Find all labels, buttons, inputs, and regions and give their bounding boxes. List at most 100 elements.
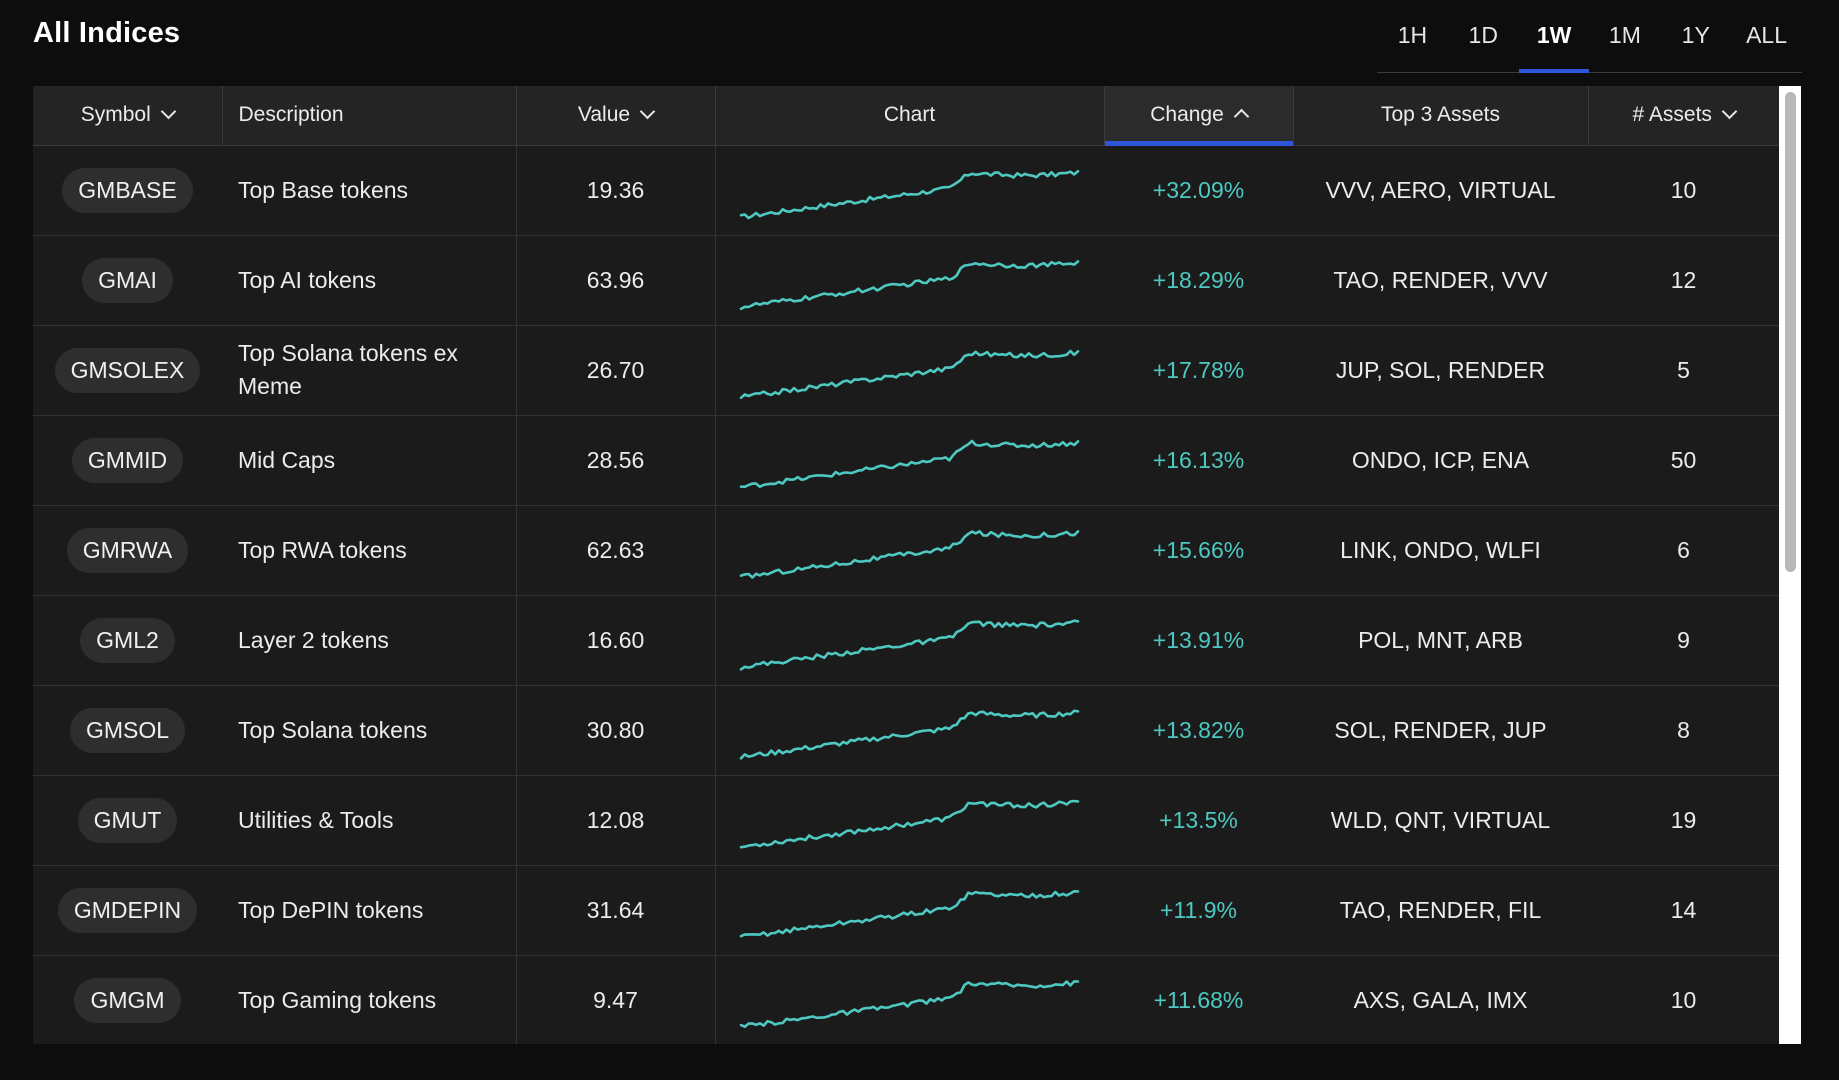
table-header: Symbol Description Value Chart Change To… [33, 86, 1779, 146]
symbol-badge[interactable]: GMBASE [62, 167, 193, 213]
table-scrollbar[interactable] [1779, 86, 1801, 1044]
scrollbar-thumb[interactable] [1785, 92, 1796, 572]
symbol-badge[interactable]: GMSOLEX [54, 347, 201, 393]
tab-1h[interactable]: 1H [1397, 21, 1428, 48]
sparkline-path [739, 349, 1080, 400]
assets-cell: 6 [1588, 505, 1779, 596]
header-description-label: Description [238, 103, 344, 127]
symbol-badge[interactable]: GMMID [71, 437, 184, 483]
page-title: All Indices [33, 17, 181, 49]
header-value[interactable]: Value [516, 86, 716, 146]
table-row[interactable]: GMBASE Top Base tokens 19.36 +32.09% VVV, AE… [33, 145, 1779, 236]
chart-cell [715, 595, 1104, 686]
change-cell: +13.91% [1104, 595, 1293, 686]
header-top3: Top 3 Assets [1293, 86, 1589, 146]
description-cell: Mid Caps [222, 415, 517, 506]
header-change[interactable]: Change [1104, 86, 1294, 146]
assets-cell: 9 [1588, 595, 1779, 686]
top3-cell: WLD, QNT, VIRTUAL [1293, 775, 1588, 866]
chart-cell [715, 685, 1104, 776]
description-cell: Top Gaming tokens [222, 955, 517, 1044]
tab-1m[interactable]: 1M [1608, 21, 1641, 48]
table-row[interactable]: GMMID Mid Caps 28.56 +16.13% ONDO, ICP, ENA 5… [33, 415, 1779, 506]
tab-1d[interactable]: 1D [1468, 21, 1498, 48]
description-cell: Top Base tokens [222, 145, 517, 236]
tab-1w[interactable]: 1W [1518, 0, 1590, 73]
symbol-badge[interactable]: GMGM [74, 977, 181, 1023]
symbol-cell: GMUT [33, 775, 222, 866]
symbol-cell: GMSOL [33, 685, 222, 776]
header-assets[interactable]: # Assets [1588, 86, 1779, 146]
header-chart-label: Chart [883, 103, 936, 127]
table-row[interactable]: GML2 Layer 2 tokens 16.60 +13.91% POL, MNT, … [33, 595, 1779, 686]
symbol-cell: GML2 [33, 595, 222, 686]
top3-cell: POL, MNT, ARB [1293, 595, 1588, 686]
symbol-badge[interactable]: GMUT [77, 797, 178, 843]
sparkline-path [739, 709, 1080, 760]
value-cell: 26.70 [516, 325, 716, 416]
header-chart: Chart [715, 86, 1105, 146]
sparkline-path [739, 889, 1080, 938]
value-cell: 12.08 [516, 775, 716, 866]
chevron-down-icon [639, 103, 656, 120]
symbol-badge[interactable]: GMSOL [69, 707, 186, 753]
sparkline-path [739, 980, 1080, 1028]
header-symbol[interactable]: Symbol [33, 86, 223, 146]
chart-cell [715, 865, 1104, 956]
assets-cell: 10 [1588, 955, 1779, 1044]
table-row[interactable]: GMSOL Top Solana tokens 30.80 +13.82% SOL, R… [33, 685, 1779, 776]
sparkline-chart [739, 439, 1080, 489]
table-row[interactable]: GMRWA Top RWA tokens 62.63 +15.66% LINK, OND… [33, 505, 1779, 596]
value-cell: 30.80 [516, 685, 716, 776]
sparkline-path [739, 170, 1080, 220]
header-top3-label: Top 3 Assets [1380, 103, 1501, 127]
top3-cell: AXS, GALA, IMX [1293, 955, 1588, 1044]
value-cell: 9.47 [516, 955, 716, 1044]
table-row[interactable]: GMUT Utilities & Tools 12.08 +13.5% WLD, QNT… [33, 775, 1779, 866]
symbol-cell: GMSOLEX [33, 325, 222, 416]
top3-cell: TAO, RENDER, FIL [1293, 865, 1588, 956]
change-cell: +13.82% [1104, 685, 1293, 776]
symbol-badge[interactable]: GMRWA [66, 527, 189, 573]
symbol-badge[interactable]: GML2 [80, 617, 175, 663]
value-cell: 31.64 [516, 865, 716, 956]
sparkline-chart [739, 619, 1080, 671]
change-cell: +11.9% [1104, 865, 1293, 956]
header-change-label: Change [1150, 103, 1224, 127]
symbol-badge[interactable]: GMDEPIN [57, 887, 198, 933]
assets-cell: 5 [1588, 325, 1779, 416]
description-cell: Layer 2 tokens [222, 595, 517, 686]
symbol-cell: GMBASE [33, 145, 222, 236]
tab-1y[interactable]: 1Y [1681, 21, 1710, 48]
assets-cell: 8 [1588, 685, 1779, 776]
sparkline-chart [739, 260, 1080, 311]
change-cell: +15.66% [1104, 505, 1293, 596]
description-cell: Top Solana tokens [222, 685, 517, 776]
table-row[interactable]: GMSOLEX Top Solana tokens ex Meme 26.70 +17… [33, 325, 1779, 416]
top3-cell: ONDO, ICP, ENA [1293, 415, 1588, 506]
header-description: Description [222, 86, 517, 146]
table-row[interactable]: GMGM Top Gaming tokens 9.47 +11.68% AXS, GAL… [33, 955, 1779, 1044]
top3-cell: LINK, ONDO, WLFI [1293, 505, 1588, 596]
header-value-label: Value [577, 103, 631, 127]
timeframe-tabs: 1H 1D 1W 1M 1Y ALL [1377, 0, 1802, 73]
symbol-cell: GMMID [33, 415, 222, 506]
assets-cell: 10 [1588, 145, 1779, 236]
change-cell: +32.09% [1104, 145, 1293, 236]
tab-all[interactable]: ALL [1746, 21, 1788, 48]
symbol-cell: GMDEPIN [33, 865, 222, 956]
table-row[interactable]: GMDEPIN Top DePIN tokens 31.64 +11.9% TAO, R… [33, 865, 1779, 956]
value-cell: 16.60 [516, 595, 716, 686]
chevron-down-icon [160, 103, 177, 120]
assets-cell: 12 [1588, 235, 1779, 326]
sparkline-path [739, 439, 1080, 489]
table-row[interactable]: GMAI Top AI tokens 63.96 +18.29% TAO, RENDER… [33, 235, 1779, 326]
sparkline-chart [739, 799, 1080, 849]
sparkline-chart [739, 530, 1080, 579]
chart-cell [715, 325, 1104, 416]
symbol-badge[interactable]: GMAI [82, 257, 173, 303]
symbol-cell: GMRWA [33, 505, 222, 596]
assets-cell: 19 [1588, 775, 1779, 866]
assets-cell: 14 [1588, 865, 1779, 956]
assets-cell: 50 [1588, 415, 1779, 506]
